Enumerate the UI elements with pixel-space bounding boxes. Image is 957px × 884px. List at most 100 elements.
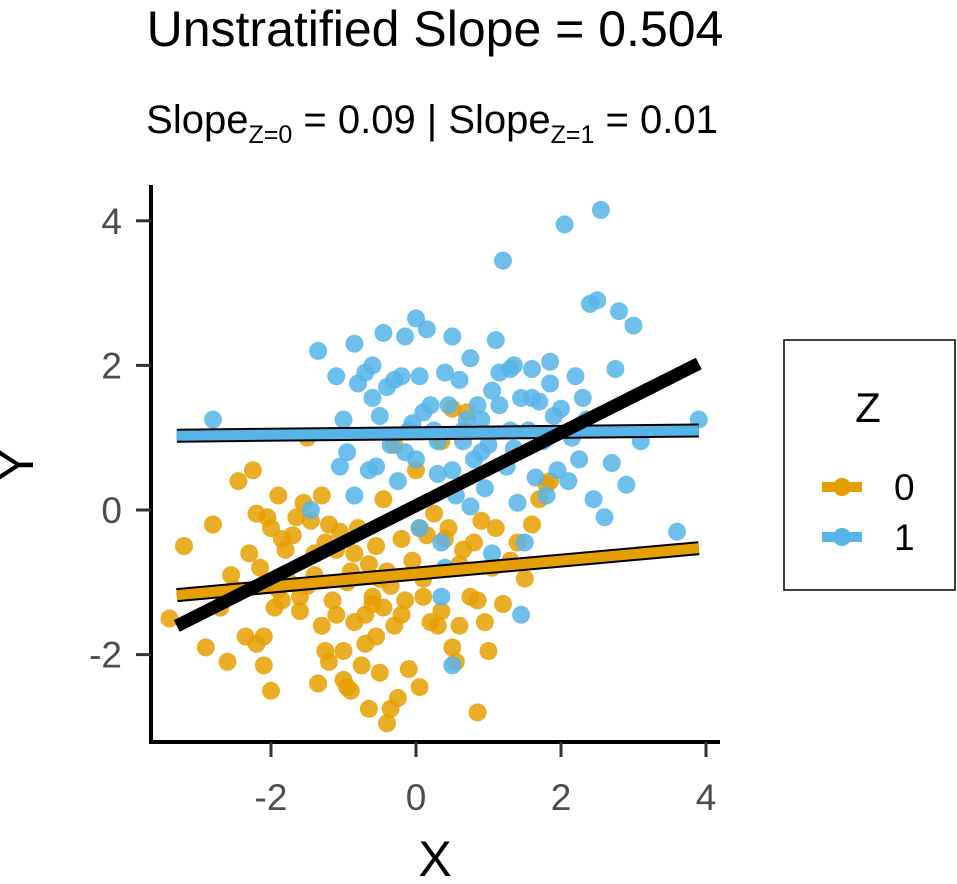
point-z1-12 bbox=[370, 407, 389, 425]
x-axis-ticks: -2 0 2 4 bbox=[255, 742, 716, 818]
point-z1-5 bbox=[338, 443, 357, 462]
point-z0-56 bbox=[378, 714, 396, 733]
point-z1-44 bbox=[475, 479, 494, 498]
point-z1-46 bbox=[483, 544, 502, 563]
point-z1-94 bbox=[461, 349, 480, 368]
x-axis-title: X bbox=[418, 831, 451, 884]
y-tick-label: 0 bbox=[101, 490, 122, 531]
point-z0-116 bbox=[320, 515, 338, 534]
point-z1-92 bbox=[523, 388, 541, 407]
point-z1-66 bbox=[555, 215, 574, 234]
point-z1-64 bbox=[548, 461, 567, 480]
point-z0-99 bbox=[236, 627, 255, 646]
point-z1-77 bbox=[606, 360, 625, 378]
point-z1-58 bbox=[526, 468, 545, 487]
point-z1-79 bbox=[617, 475, 636, 494]
legend-label-z1: 1 bbox=[894, 517, 915, 558]
point-z0-23 bbox=[287, 508, 306, 527]
point-z1-10 bbox=[363, 356, 382, 375]
point-z0-83 bbox=[468, 591, 487, 610]
legend-key-point-z0 bbox=[833, 478, 851, 496]
point-z1-98 bbox=[483, 381, 502, 400]
point-z0-30 bbox=[309, 674, 328, 693]
point-z0-85 bbox=[472, 511, 491, 530]
x-tick-label: 0 bbox=[406, 777, 427, 818]
point-z1-29 bbox=[428, 464, 447, 483]
y-axis-title: Y bbox=[0, 448, 44, 481]
point-z1-24 bbox=[410, 367, 429, 386]
point-z0-93 bbox=[515, 569, 534, 588]
point-z1-76 bbox=[602, 454, 621, 472]
point-z0-109 bbox=[432, 602, 451, 621]
point-z1-70 bbox=[570, 450, 589, 469]
point-z1-88 bbox=[345, 486, 364, 505]
subtitle-z0-value: = 0.09 | bbox=[292, 98, 448, 142]
point-z0-89 bbox=[486, 519, 505, 538]
point-z1-78 bbox=[610, 302, 628, 321]
point-z1-34 bbox=[443, 327, 462, 346]
point-z1-6 bbox=[345, 334, 364, 353]
point-z1-17 bbox=[388, 472, 407, 491]
point-z0-12 bbox=[254, 627, 273, 646]
point-z1-0 bbox=[204, 410, 222, 429]
point-z0-103 bbox=[327, 605, 346, 624]
subtitle-slope-word-z1: Slope bbox=[448, 98, 550, 142]
point-z1-75 bbox=[595, 508, 614, 527]
point-z0-7 bbox=[240, 544, 259, 563]
point-z1-49 bbox=[494, 251, 512, 270]
point-z1-93 bbox=[588, 291, 607, 310]
point-z1-2 bbox=[327, 367, 346, 386]
point-z0-71 bbox=[428, 616, 447, 635]
point-z1-80 bbox=[624, 316, 643, 335]
point-z1-95 bbox=[490, 363, 509, 382]
point-z1-62 bbox=[541, 374, 560, 393]
x-tick-label: 2 bbox=[551, 777, 572, 818]
point-z1-43 bbox=[472, 410, 491, 429]
point-z1-1 bbox=[309, 341, 328, 360]
point-z0-16 bbox=[262, 681, 280, 700]
point-z0-101 bbox=[291, 602, 309, 621]
point-z1-84 bbox=[443, 656, 462, 675]
point-z1-102 bbox=[363, 388, 382, 407]
point-z0-4 bbox=[218, 652, 237, 671]
point-z0-90 bbox=[494, 595, 512, 613]
y-tick-label: 2 bbox=[101, 345, 122, 386]
point-z0-18 bbox=[269, 486, 288, 505]
point-z0-45 bbox=[352, 656, 371, 675]
point-z1-82 bbox=[668, 522, 686, 541]
point-z0-13 bbox=[254, 656, 273, 675]
point-z0-104 bbox=[345, 544, 364, 563]
subtitle-z0-subscript: Z=0 bbox=[248, 121, 292, 149]
point-z1-89 bbox=[410, 519, 429, 538]
point-z0-66 bbox=[410, 678, 429, 697]
y-axis-ticks: -2 0 2 4 bbox=[89, 201, 151, 676]
point-z0-35 bbox=[323, 591, 342, 610]
point-z1-4 bbox=[334, 410, 353, 429]
subtitle-z1-value: = 0.01 bbox=[594, 98, 717, 142]
point-z1-99 bbox=[541, 352, 560, 371]
x-tick-label: -2 bbox=[255, 777, 288, 818]
point-z1-55 bbox=[515, 533, 534, 552]
point-z1-87 bbox=[301, 501, 320, 519]
point-z0-0 bbox=[160, 609, 179, 628]
point-z0-110 bbox=[450, 616, 469, 635]
point-z0-84 bbox=[468, 703, 487, 722]
point-z1-19 bbox=[396, 327, 415, 346]
point-z0-76 bbox=[443, 638, 462, 657]
point-z1-35 bbox=[443, 461, 462, 480]
subtitle-slope-word-z0: Slope bbox=[146, 98, 248, 142]
fit-line-unstratified bbox=[173, 357, 702, 632]
point-z0-118 bbox=[363, 595, 382, 613]
point-z1-85 bbox=[432, 587, 451, 606]
legend: Z 0 1 bbox=[783, 339, 956, 591]
point-z0-38 bbox=[334, 642, 353, 660]
point-z1-69 bbox=[566, 367, 585, 386]
point-z1-65 bbox=[552, 399, 570, 418]
point-z1-3 bbox=[330, 457, 349, 476]
point-z0-114 bbox=[222, 566, 241, 585]
fit-lines bbox=[173, 357, 702, 632]
point-z1-22 bbox=[407, 309, 425, 328]
point-z0-52 bbox=[370, 663, 389, 682]
fit-line-z1 bbox=[176, 425, 699, 441]
